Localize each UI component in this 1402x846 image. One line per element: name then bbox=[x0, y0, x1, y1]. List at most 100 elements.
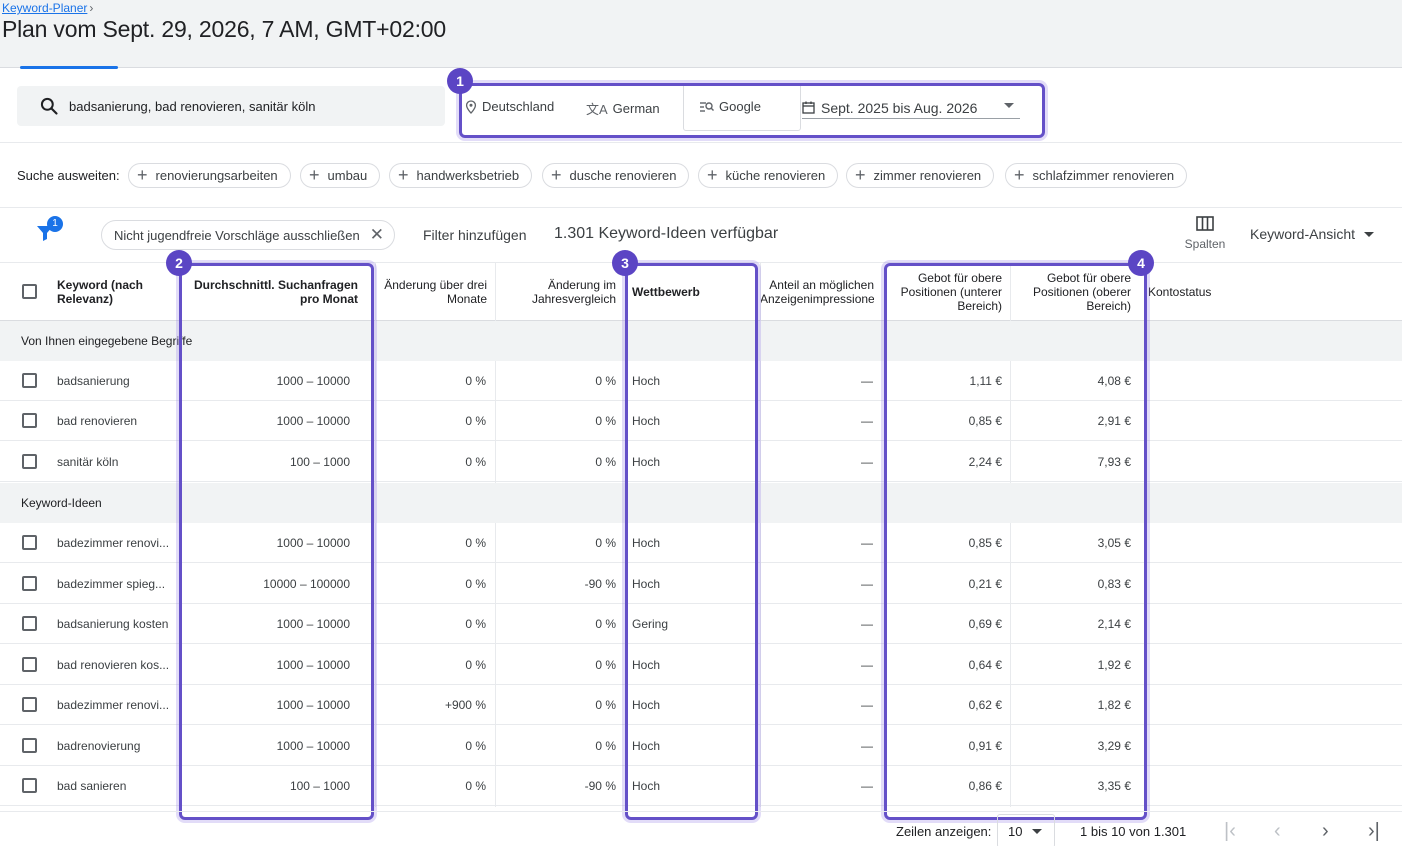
row-checkbox[interactable] bbox=[22, 413, 37, 428]
bid-high-cell: 7,93 € bbox=[1097, 455, 1131, 469]
filter-count-badge: 1 bbox=[47, 216, 63, 232]
bid-high-cell: 2,91 € bbox=[1097, 414, 1131, 428]
previous-page-icon[interactable]: ‹ bbox=[1274, 820, 1281, 842]
language-label: German bbox=[612, 101, 660, 116]
group-header-entered: Von Ihnen eingegebene Begriffe bbox=[0, 321, 1402, 361]
rows-per-page-value: 10 bbox=[1008, 823, 1023, 839]
select-all-checkbox[interactable] bbox=[22, 284, 37, 299]
competition-cell: Hoch bbox=[632, 414, 661, 428]
change-3m-cell: +900 % bbox=[444, 698, 486, 712]
change-3m-cell: 0 % bbox=[465, 374, 486, 388]
bid-low-cell: 2,24 € bbox=[968, 455, 1002, 469]
bid-low-cell: 0,85 € bbox=[968, 536, 1002, 550]
expand-chip[interactable]: + renovierungsarbeiten bbox=[128, 163, 291, 188]
plus-icon: + bbox=[1014, 164, 1025, 185]
competition-cell: Hoch bbox=[632, 374, 661, 388]
bid-high-cell: 4,08 € bbox=[1097, 374, 1131, 388]
expand-chip[interactable]: + dusche renovieren bbox=[542, 163, 690, 188]
table-row[interactable]: badsanierung 1000 – 10000 0 % 0 % Hoch —… bbox=[0, 361, 1402, 401]
expand-chip[interactable]: + umbau bbox=[300, 163, 381, 188]
keyword-cell: badrenovierung bbox=[57, 739, 141, 753]
column-header-keyword[interactable]: Keyword (nach Relevanz) bbox=[57, 278, 144, 306]
row-checkbox[interactable] bbox=[22, 616, 37, 631]
columns-label: Spalten bbox=[1184, 237, 1226, 251]
table-row[interactable]: badezimmer spieg... 10000 – 100000 0 % -… bbox=[0, 564, 1402, 604]
bid-high-cell: 1,82 € bbox=[1097, 698, 1131, 712]
breadcrumb-keyword-planner-link[interactable]: Keyword-Planer bbox=[2, 1, 88, 15]
row-checkbox[interactable] bbox=[22, 535, 37, 550]
network-selector[interactable]: Google bbox=[700, 99, 761, 114]
row-checkbox[interactable] bbox=[22, 778, 37, 793]
column-header-impression-share[interactable]: Anteil an möglichen Anzeigenimpressionen bbox=[760, 263, 874, 321]
first-page-icon[interactable]: |‹ bbox=[1224, 820, 1236, 842]
table-row[interactable]: bad sanieren 100 – 1000 0 % -90 % Hoch —… bbox=[0, 766, 1402, 806]
column-header-bid-high[interactable]: Gebot für obere Positionen (oberer Berei… bbox=[1032, 271, 1131, 313]
plus-icon: + bbox=[137, 164, 148, 185]
table-row[interactable]: bad renovieren kos... 1000 – 10000 0 % 0… bbox=[0, 645, 1402, 685]
change-3m-cell: 0 % bbox=[465, 414, 486, 428]
impression-share-cell: — bbox=[861, 698, 873, 712]
change-yoy-cell: 0 % bbox=[595, 414, 616, 428]
table-row[interactable]: bad renovieren 1000 – 10000 0 % 0 % Hoch… bbox=[0, 401, 1402, 441]
add-filter-button[interactable]: Filter hinzufügen bbox=[423, 227, 527, 243]
change-yoy-cell: 0 % bbox=[595, 374, 616, 388]
active-filter-chip[interactable]: Nicht jugendfreie Vorschläge ausschließe… bbox=[101, 220, 395, 250]
rows-per-page-select[interactable]: 10 bbox=[997, 814, 1055, 846]
divider bbox=[0, 207, 1402, 208]
bid-low-cell: 0,21 € bbox=[968, 577, 1002, 591]
expand-chip[interactable]: + zimmer renovieren bbox=[846, 163, 995, 188]
column-divider bbox=[760, 262, 761, 807]
bid-low-cell: 0,85 € bbox=[968, 414, 1002, 428]
bid-low-cell: 0,69 € bbox=[968, 617, 1002, 631]
row-checkbox[interactable] bbox=[22, 697, 37, 712]
date-range-select[interactable]: Sept. 2025 bis Aug. 2026 bbox=[802, 97, 1020, 119]
impression-share-cell: — bbox=[861, 536, 873, 550]
keyword-cell: badezimmer renovi... bbox=[57, 698, 170, 712]
row-checkbox[interactable] bbox=[22, 373, 37, 388]
close-icon[interactable]: ✕ bbox=[369, 225, 384, 244]
column-divider bbox=[1010, 262, 1011, 807]
table-row[interactable]: badsanierung kosten 1000 – 10000 0 % 0 %… bbox=[0, 604, 1402, 644]
column-header-change-yoy[interactable]: Änderung im Jahresvergleich bbox=[531, 278, 616, 306]
expand-search-label: Suche ausweiten: bbox=[17, 168, 120, 183]
keyword-view-select[interactable]: Keyword-Ansicht bbox=[1250, 226, 1375, 242]
table-row[interactable]: badezimmer renovi... 1000 – 10000 +900 %… bbox=[0, 685, 1402, 725]
table-row[interactable]: sanitär köln 100 – 1000 0 % 0 % Hoch — 2… bbox=[0, 442, 1402, 482]
column-header-account-status[interactable]: Kontostatus bbox=[1148, 285, 1212, 299]
column-header-bid-low[interactable]: Gebot für obere Positionen (unterer Bere… bbox=[900, 271, 1002, 313]
bid-low-cell: 0,62 € bbox=[968, 698, 1002, 712]
language-selector[interactable]: 文A German bbox=[586, 99, 660, 118]
expand-chip[interactable]: + handwerksbetrieb bbox=[389, 163, 533, 188]
columns-button[interactable]: Spalten bbox=[1180, 216, 1230, 251]
column-header-competition[interactable]: Wettbewerb bbox=[632, 285, 700, 299]
impression-share-header-text: Anteil an möglichen Anzeigenimpressionen bbox=[760, 278, 874, 306]
next-page-icon[interactable]: › bbox=[1322, 820, 1329, 842]
column-header-change-3m[interactable]: Änderung über drei Monate bbox=[384, 278, 487, 306]
chevron-right-icon: › bbox=[89, 1, 94, 15]
searches-cell: 1000 – 10000 bbox=[276, 698, 350, 712]
search-network-icon bbox=[700, 101, 714, 112]
row-checkbox[interactable] bbox=[22, 738, 37, 753]
impression-share-cell: — bbox=[861, 455, 873, 469]
bid-low-cell: 1,11 € bbox=[969, 374, 1002, 388]
row-checkbox[interactable] bbox=[22, 454, 37, 469]
keyword-search-input[interactable]: badsanierung, bad renovieren, sanitär kö… bbox=[17, 86, 445, 126]
last-page-icon[interactable]: ›| bbox=[1368, 820, 1380, 842]
change-3m-cell: 0 % bbox=[465, 658, 486, 672]
expand-chip[interactable]: + schlafzimmer renovieren bbox=[1005, 163, 1188, 188]
group-label: Keyword-Ideen bbox=[21, 496, 102, 510]
column-header-searches[interactable]: Durchschnittl. Suchanfragen pro Monat bbox=[193, 278, 358, 306]
table-row[interactable]: badrenovierung 1000 – 10000 0 % 0 % Hoch… bbox=[0, 726, 1402, 766]
keyword-cell: bad sanieren bbox=[57, 779, 127, 793]
expand-chip[interactable]: + küche renovieren bbox=[698, 163, 839, 188]
plus-icon: + bbox=[398, 164, 409, 185]
bid-high-cell: 3,05 € bbox=[1097, 536, 1131, 550]
location-selector[interactable]: Deutschland bbox=[465, 99, 554, 114]
change-yoy-cell: 0 % bbox=[595, 536, 616, 550]
bid-low-cell: 0,64 € bbox=[968, 658, 1002, 672]
table-row[interactable]: badezimmer renovi... 1000 – 10000 0 % 0 … bbox=[0, 523, 1402, 563]
row-checkbox[interactable] bbox=[22, 657, 37, 672]
chevron-down-icon bbox=[1364, 231, 1375, 237]
change-3m-cell: 0 % bbox=[465, 455, 486, 469]
row-checkbox[interactable] bbox=[22, 576, 37, 591]
